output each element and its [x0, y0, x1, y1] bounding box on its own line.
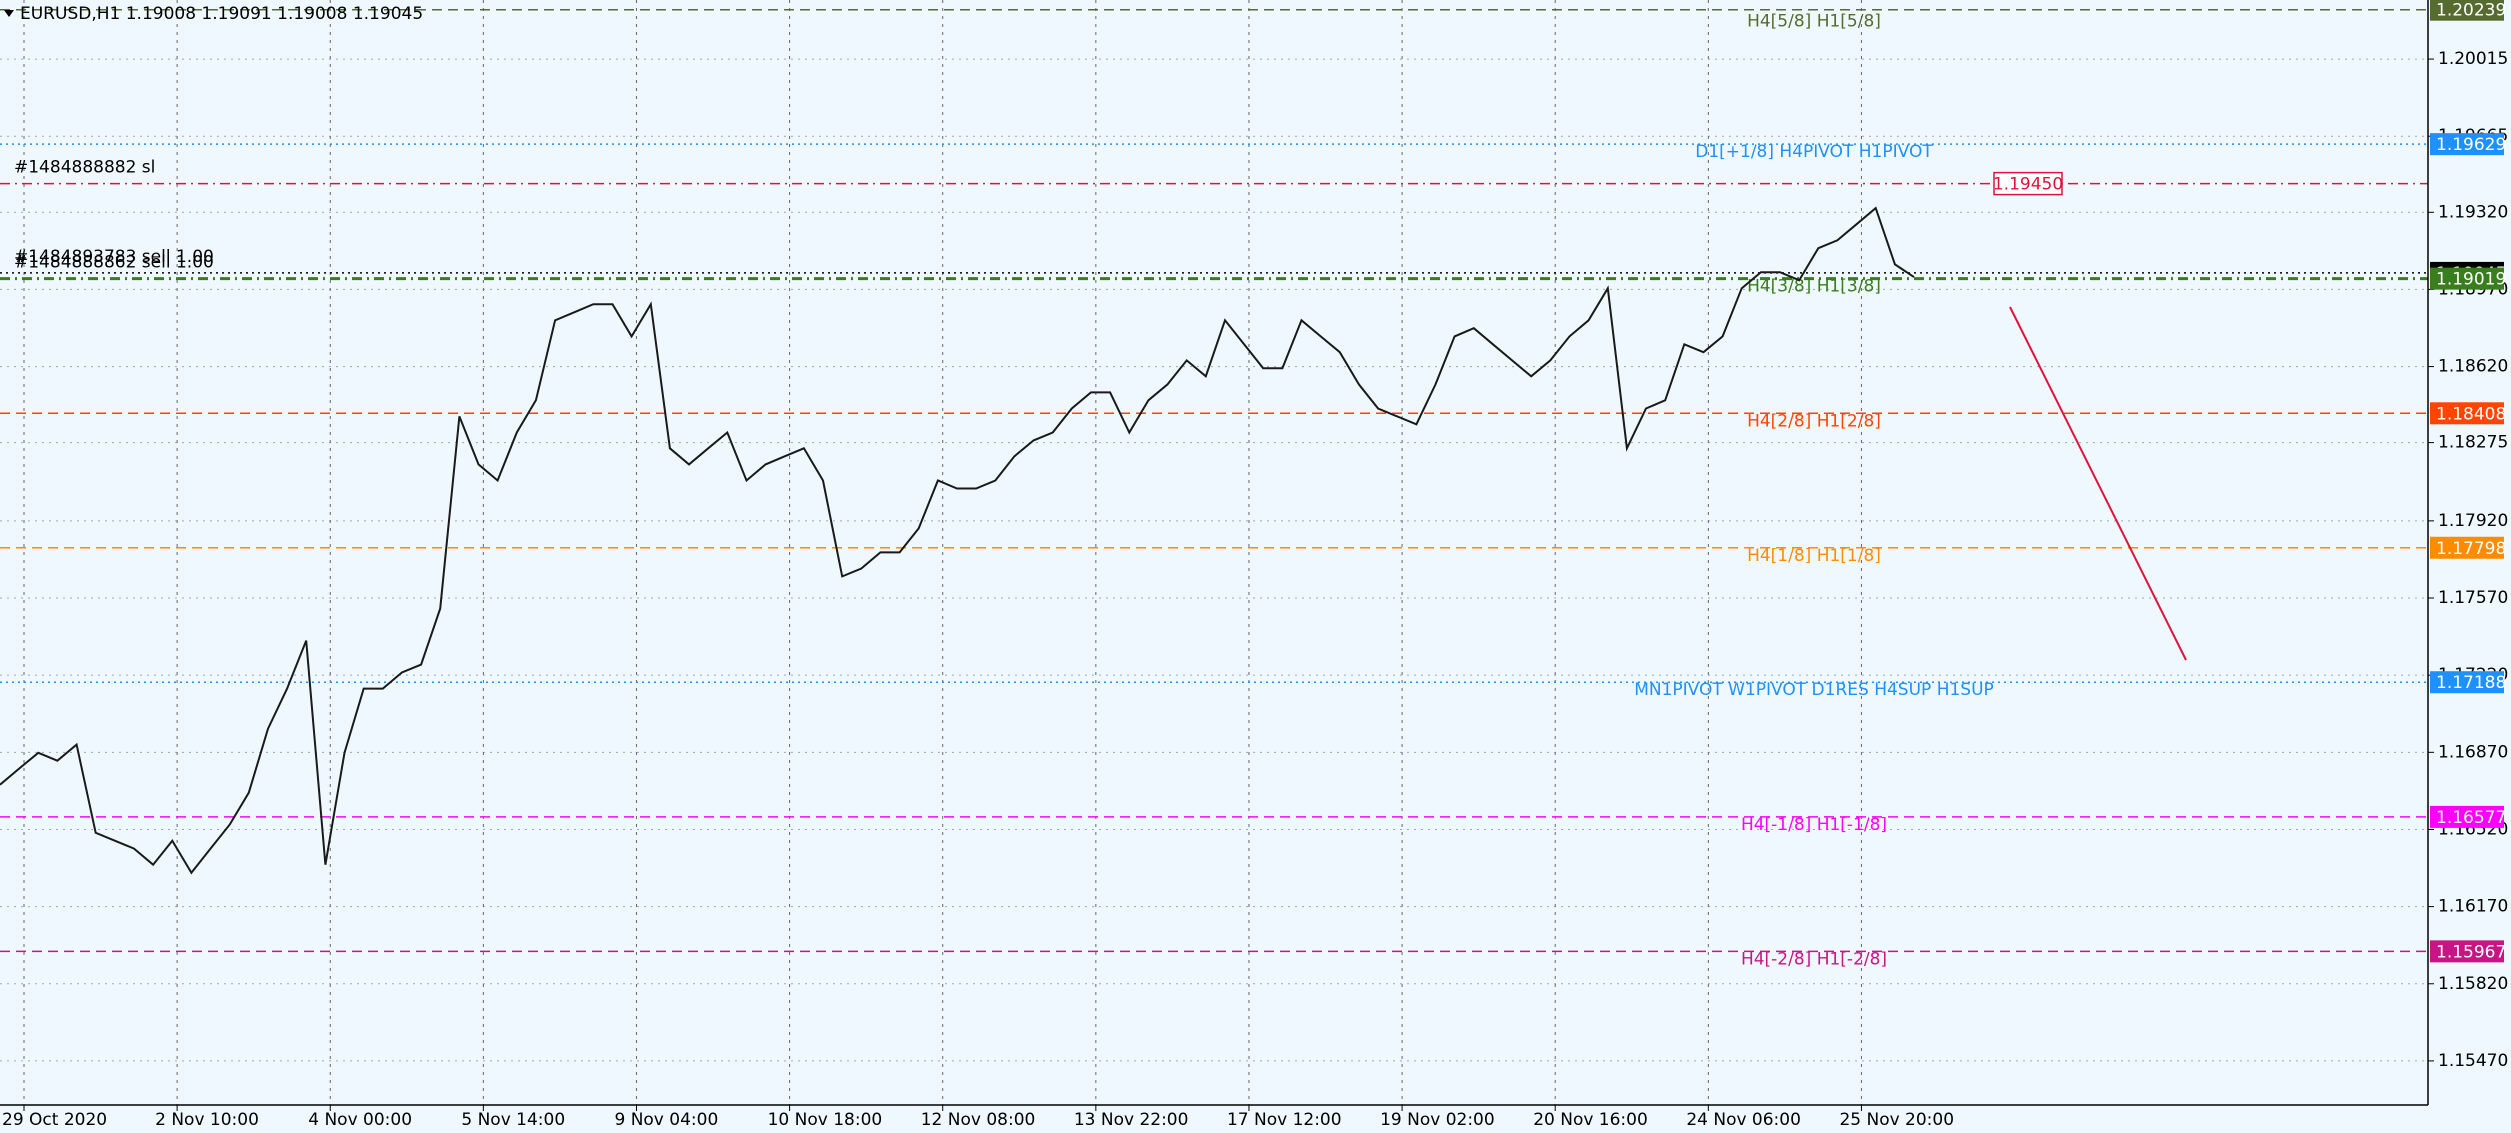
- x-tick-label: 12 Nov 08:00: [921, 1110, 1036, 1130]
- price-tag: [2430, 536, 2504, 559]
- price-tags: 1.202391.196291.194501.190451.190191.184…: [1993, 0, 2506, 963]
- x-tick-label: 10 Nov 18:00: [768, 1110, 883, 1130]
- trend-line: [2009, 306, 2187, 661]
- price-tag: [2430, 805, 2504, 828]
- price-tag: [2430, 671, 2504, 694]
- price-tag: [2430, 0, 2504, 21]
- order-label: #1484888862 sell 1.00: [14, 253, 214, 273]
- y-tick-label: 1.16170: [2438, 897, 2508, 917]
- level-label: H4[-1/8] H1[-1/8]: [1741, 815, 1887, 835]
- x-tick-label: 25 Nov 20:00: [1839, 1110, 1954, 1130]
- x-tick-label: 20 Nov 16:00: [1533, 1110, 1648, 1130]
- price-tag: [2430, 267, 2504, 290]
- y-tick-label: 1.19320: [2438, 202, 2508, 222]
- level-label: H4[2/8] H1[2/8]: [1747, 411, 1881, 431]
- price-tag-label: 1.15967: [2436, 942, 2506, 962]
- y-tick-label: 1.18275: [2438, 433, 2508, 453]
- levels: H4[5/8] H1[5/8] D1[+1/8] H4PIVOT H1PIVOT #…: [0, 8, 2428, 969]
- price-tag-label: 1.17188: [2436, 673, 2506, 693]
- price-tag: [2430, 940, 2504, 963]
- x-tick-label: 4 Nov 00:00: [308, 1110, 412, 1130]
- level-label: H4[3/8] H1[3/8]: [1747, 277, 1881, 297]
- level-label: H4[-2/8] H1[-2/8]: [1741, 949, 1887, 969]
- y-tick-label: 1.18620: [2438, 357, 2508, 377]
- price-tag: [1993, 171, 2063, 196]
- x-tick-label: 9 Nov 04:00: [614, 1110, 718, 1130]
- y-tick-label: 1.15470: [2438, 1051, 2508, 1071]
- x-tick-label: 2 Nov 10:00: [155, 1110, 259, 1130]
- price-tag: [2430, 133, 2504, 156]
- title-icon: [4, 10, 14, 17]
- price-tag-label: 1.18408: [2436, 404, 2506, 424]
- level-label: D1[+1/8] H4PIVOT H1PIVOT: [1695, 142, 1933, 162]
- level-label: MN1PIVOT W1PIVOT D1RES H4SUP H1SUP: [1634, 680, 1994, 700]
- chart-title: EURUSD,H1 1.19008 1.19091 1.19008 1.1904…: [20, 4, 423, 24]
- price-tag-label: 1.20239: [2436, 1, 2506, 21]
- price-tag-label: 1.19019: [2436, 270, 2506, 290]
- price-tag-label: 1.16577: [2436, 808, 2506, 828]
- price-tag: [2430, 402, 2504, 425]
- x-tick-label: 5 Nov 14:00: [461, 1110, 565, 1130]
- price-tag-label: 1.19450: [1993, 175, 2063, 195]
- x-tick-label: 13 Nov 22:00: [1074, 1110, 1189, 1130]
- order-label: #1484893783 sell 1.00: [14, 247, 214, 267]
- x-tick-label: 17 Nov 12:00: [1227, 1110, 1342, 1130]
- x-tick-label: 19 Nov 02:00: [1380, 1110, 1495, 1130]
- y-tick-label: 1.15820: [2438, 974, 2508, 994]
- y-tick-label: 1.17920: [2438, 511, 2508, 531]
- x-tick-label: 29 Oct 2020: [2, 1110, 107, 1130]
- y-tick-label: 1.17570: [2438, 588, 2508, 608]
- level-label: H4[5/8] H1[5/8]: [1747, 12, 1881, 32]
- level-label: H4[1/8] H1[1/8]: [1747, 546, 1881, 566]
- y-tick-label: 1.16870: [2438, 742, 2508, 762]
- plot: [0, 206, 1915, 875]
- price-tag-label: 1.17798: [2436, 539, 2506, 559]
- y-tick-label: 1.20015: [2438, 49, 2508, 69]
- price-line: [0, 206, 1915, 875]
- x-tick-label: 24 Nov 06:00: [1686, 1110, 1801, 1130]
- price-tag-label: 1.19629: [2436, 135, 2506, 155]
- order-label: #1484888882 sl: [14, 158, 155, 178]
